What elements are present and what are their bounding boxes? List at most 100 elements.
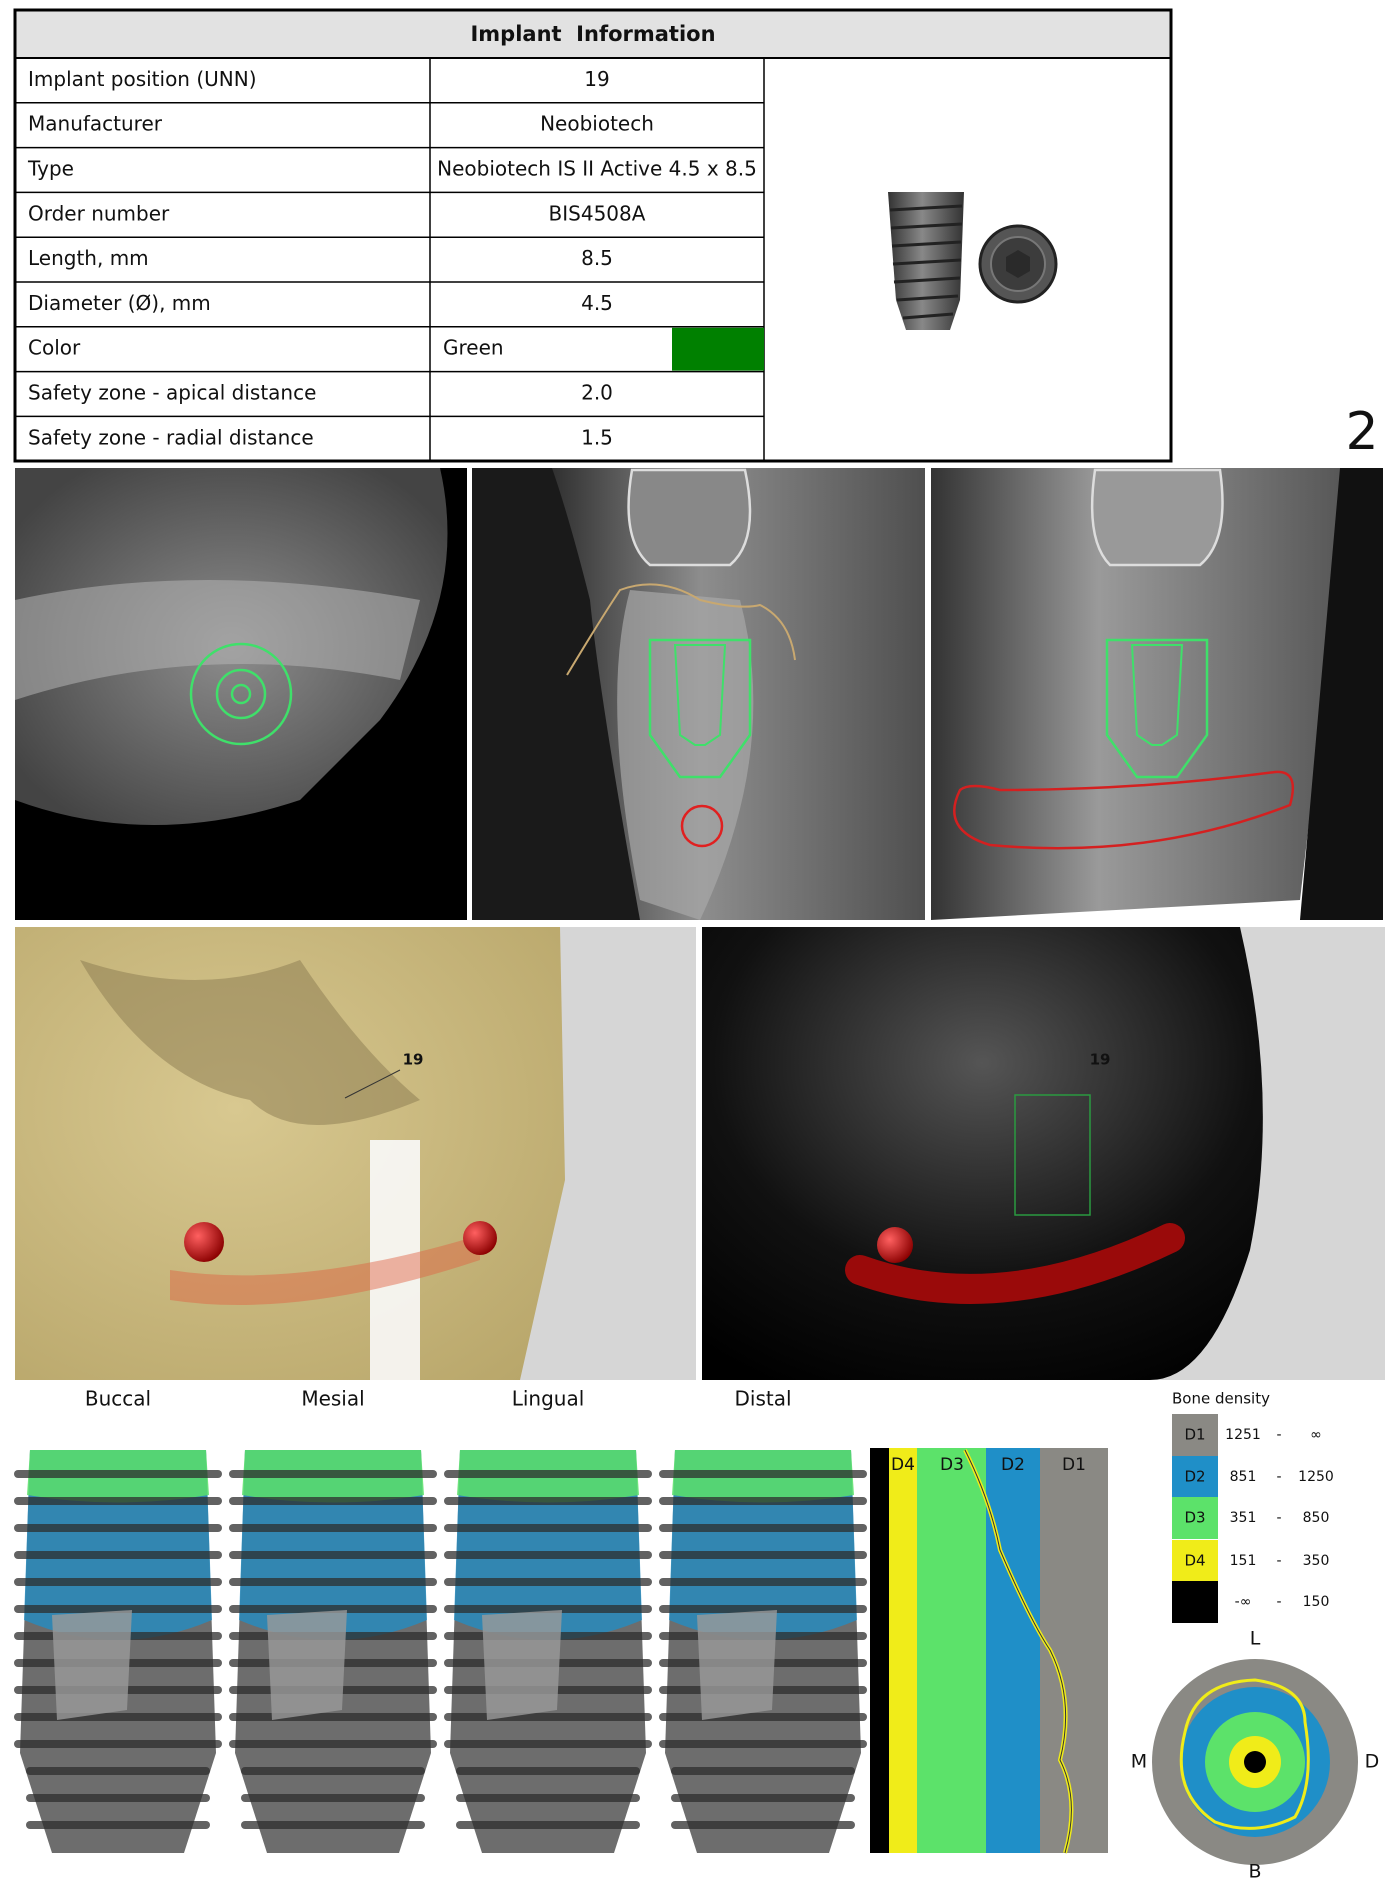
row-label: Safety zone - radial distance xyxy=(28,425,314,449)
legend-max: 350 xyxy=(1303,1553,1330,1569)
row-label: Implant position (UNN) xyxy=(28,67,257,91)
legend-label: D2 xyxy=(1184,1468,1205,1486)
legend-min: 1251 xyxy=(1225,1427,1261,1443)
density-band xyxy=(986,1448,1040,1853)
view-label: Buccal xyxy=(85,1387,151,1411)
row-value: 2.0 xyxy=(581,381,613,405)
thread xyxy=(444,1713,652,1721)
row-value: 4.5 xyxy=(581,291,613,315)
row-value: 19 xyxy=(584,67,609,91)
thread xyxy=(26,1821,210,1829)
density-contour xyxy=(1179,1678,1310,1830)
legend-title: Bone density xyxy=(1172,1390,1270,1408)
legend-separator: - xyxy=(1276,1510,1281,1526)
render-3d-dark xyxy=(702,927,1385,1380)
legend-label: D3 xyxy=(1184,1509,1205,1527)
density-label: D3 xyxy=(940,1455,964,1475)
thread xyxy=(659,1713,867,1721)
thread xyxy=(229,1578,437,1586)
thread xyxy=(14,1497,222,1505)
density-band xyxy=(917,1448,986,1853)
implant-flute xyxy=(52,1610,132,1720)
view-label: Mesial xyxy=(301,1387,364,1411)
thread xyxy=(659,1497,867,1505)
legend-separator: - xyxy=(1276,1469,1281,1485)
view-label: Distal xyxy=(734,1387,791,1411)
row-label: Color xyxy=(28,336,81,360)
thread xyxy=(659,1605,867,1613)
implant-flute xyxy=(267,1610,347,1720)
tooth-label: 19 xyxy=(1090,1051,1111,1069)
thread xyxy=(229,1740,437,1748)
thread xyxy=(229,1497,437,1505)
ct-panoramic xyxy=(931,468,1383,920)
row-label: Length, mm xyxy=(28,246,149,270)
view-label: Lingual xyxy=(512,1387,585,1411)
thread xyxy=(671,1767,855,1775)
density-label: D1 xyxy=(1062,1455,1086,1475)
compass-label: M xyxy=(1131,1751,1147,1773)
thread xyxy=(659,1578,867,1586)
thread xyxy=(14,1578,222,1586)
ct-cross-section xyxy=(472,468,925,920)
thread xyxy=(14,1470,222,1478)
thread xyxy=(14,1605,222,1613)
row-label: Safety zone - apical distance xyxy=(28,381,316,405)
thread xyxy=(444,1470,652,1478)
legend-swatch xyxy=(1172,1414,1218,1456)
legend-separator: - xyxy=(1276,1553,1281,1569)
row-label: Type xyxy=(27,157,74,181)
legend-swatch xyxy=(1172,1456,1218,1498)
thread xyxy=(14,1551,222,1559)
legend-min: 351 xyxy=(1230,1510,1257,1526)
legend-swatch xyxy=(1172,1497,1218,1539)
legend-min: 151 xyxy=(1230,1553,1257,1569)
tooth-label: 19 xyxy=(403,1051,424,1069)
row-value: Neobiotech IS II Active 4.5 x 8.5 xyxy=(437,157,757,181)
thread xyxy=(444,1578,652,1586)
thread xyxy=(241,1821,425,1829)
density-band xyxy=(889,1448,917,1853)
thread xyxy=(229,1551,437,1559)
thread xyxy=(14,1524,222,1532)
thread xyxy=(671,1794,855,1802)
table-title: Implant Information xyxy=(470,22,715,46)
implant-flute xyxy=(697,1610,777,1720)
thread xyxy=(444,1551,652,1559)
density-band xyxy=(870,1448,889,1853)
density-label: D4 xyxy=(891,1455,915,1475)
table-frame xyxy=(13,8,1173,463)
thread xyxy=(444,1524,652,1532)
density-ring xyxy=(1244,1751,1266,1773)
thread xyxy=(659,1740,867,1748)
legend-min: 851 xyxy=(1230,1469,1257,1485)
thread xyxy=(14,1740,222,1748)
legend-separator: - xyxy=(1276,1427,1281,1443)
row-label: Diameter (Ø), mm xyxy=(28,291,211,315)
legend-label: D1 xyxy=(1184,1426,1205,1444)
legend-swatch xyxy=(1172,1581,1218,1623)
row-value: BIS4508A xyxy=(549,201,646,225)
legend-min: -∞ xyxy=(1235,1594,1252,1610)
legend-swatch xyxy=(1172,1540,1218,1582)
compass-label: B xyxy=(1248,1861,1261,1883)
thread xyxy=(241,1794,425,1802)
legend-max: ∞ xyxy=(1310,1427,1322,1443)
thread xyxy=(456,1821,640,1829)
implant-thumbnail xyxy=(888,192,1058,330)
thread xyxy=(671,1821,855,1829)
thread xyxy=(229,1713,437,1721)
page-number: 2 xyxy=(1345,402,1378,462)
thread xyxy=(456,1767,640,1775)
thread xyxy=(444,1605,652,1613)
row-value: Green xyxy=(443,336,504,360)
render-3d-bone xyxy=(15,927,696,1380)
thread xyxy=(444,1497,652,1505)
compass-label: L xyxy=(1250,1628,1261,1650)
legend-separator: - xyxy=(1276,1594,1281,1610)
legend-max: 1250 xyxy=(1298,1469,1334,1485)
row-value: Neobiotech xyxy=(540,112,654,136)
thread xyxy=(659,1470,867,1478)
thread xyxy=(14,1713,222,1721)
table-header xyxy=(16,11,1170,58)
